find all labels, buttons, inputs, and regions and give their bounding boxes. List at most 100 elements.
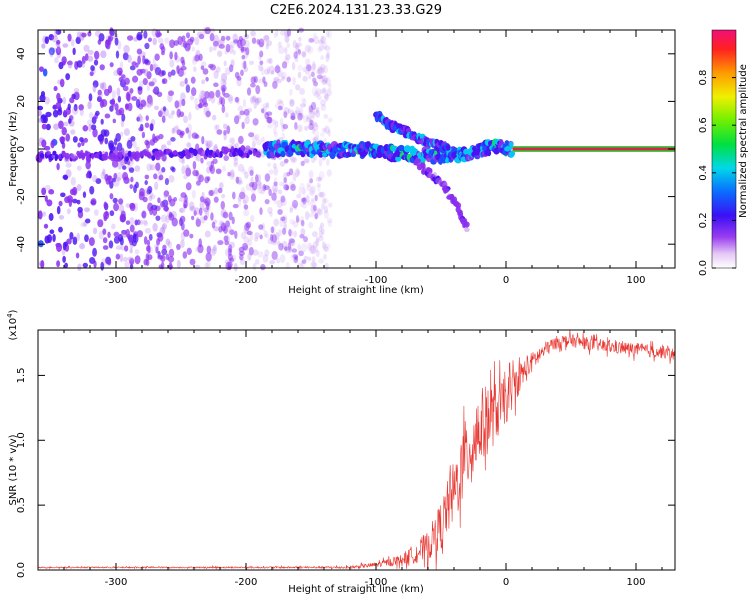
noise-cell — [200, 90, 207, 96]
noise-cell — [284, 53, 291, 61]
noise-cell — [310, 101, 317, 111]
noise-cell — [194, 36, 200, 46]
noise-cell — [81, 55, 86, 64]
noise-cell — [299, 103, 306, 108]
noise-cell — [67, 33, 72, 42]
noise-cell — [317, 176, 323, 182]
noise-cell — [154, 181, 159, 191]
snr-xtick-label: 100 — [626, 577, 645, 588]
noise-cell — [66, 195, 73, 203]
noise-cell — [252, 118, 259, 126]
noise-cell — [272, 188, 278, 195]
noise-cell — [300, 243, 308, 253]
noise-cell — [72, 236, 78, 245]
noise-cell — [289, 181, 295, 189]
noise-cell — [116, 67, 123, 76]
noise-cell — [140, 68, 146, 74]
noise-cell — [114, 37, 119, 46]
noise-cell — [204, 139, 209, 146]
noise-cell — [147, 244, 151, 254]
noise-cell — [181, 60, 186, 67]
noise-cell — [322, 41, 328, 50]
noise-cell — [269, 233, 274, 242]
noise-cell — [161, 70, 166, 76]
noise-cell — [92, 174, 98, 183]
noise-cell — [136, 48, 143, 55]
noise-cell — [68, 118, 72, 124]
noise-cell — [250, 82, 256, 88]
noise-cell — [278, 243, 284, 251]
noise-cell — [56, 163, 60, 171]
noise-cell — [299, 200, 304, 207]
noise-cell — [237, 163, 245, 172]
noise-cell — [280, 216, 286, 222]
noise-cell — [115, 109, 122, 116]
noise-cell — [283, 107, 290, 116]
noise-cell — [272, 80, 278, 90]
noise-cell — [274, 103, 280, 109]
noise-cell — [260, 189, 265, 195]
noise-cell — [119, 253, 124, 263]
noise-cell — [283, 172, 288, 181]
noise-cell — [305, 117, 311, 122]
noise-cell — [123, 128, 130, 136]
noise-cell — [314, 213, 319, 220]
noise-cell — [234, 96, 239, 103]
noise-cell — [235, 176, 240, 184]
noise-cell — [306, 184, 312, 192]
noise-cell — [271, 70, 275, 75]
noise-cell — [228, 211, 233, 221]
noise-cell — [279, 218, 284, 228]
noise-cell — [127, 54, 132, 63]
noise-cell — [271, 184, 279, 193]
noise-cell — [215, 89, 221, 98]
noise-cell — [320, 99, 327, 107]
noise-cell — [48, 47, 55, 56]
noise-cell — [291, 157, 298, 163]
noise-cell — [45, 111, 52, 118]
noise-cell — [267, 237, 273, 245]
noise-cell — [184, 77, 188, 85]
noise-cell — [233, 157, 239, 166]
noise-cell — [57, 44, 61, 53]
noise-cell — [242, 199, 247, 205]
noise-cell — [196, 180, 201, 186]
noise-cell — [290, 112, 296, 121]
snr-multiplier-label: (x104) — [6, 309, 19, 340]
noise-cell — [79, 243, 86, 250]
noise-cell — [299, 107, 304, 117]
noise-cell — [326, 217, 333, 224]
noise-cell — [285, 246, 292, 252]
noise-cell — [264, 249, 270, 257]
noise-cell — [116, 171, 123, 181]
noise-cell — [281, 227, 287, 235]
noise-cell — [321, 203, 325, 210]
noise-cell — [282, 123, 289, 130]
noise-cell — [75, 252, 80, 259]
noise-cell — [318, 235, 324, 242]
noise-cell — [208, 91, 214, 99]
noise-cell — [158, 174, 164, 181]
noise-cell — [323, 113, 329, 119]
noise-cell — [284, 158, 289, 164]
noise-cell — [240, 46, 247, 52]
noise-cell — [92, 227, 98, 235]
noise-cell — [76, 184, 82, 192]
noise-cell — [138, 80, 144, 90]
noise-cell — [183, 229, 190, 237]
noise-cell — [231, 216, 235, 225]
noise-cell — [310, 245, 317, 255]
noise-cell — [88, 93, 93, 102]
noise-cell — [279, 254, 286, 264]
noise-cell — [258, 41, 264, 48]
noise-cell — [204, 262, 209, 269]
noise-cell — [55, 46, 62, 56]
noise-cell — [236, 76, 242, 81]
noise-cell — [263, 185, 270, 191]
noise-cell — [309, 178, 314, 184]
noise-cell — [220, 72, 228, 82]
branch-upper-cell — [445, 144, 451, 151]
noise-cell — [145, 253, 150, 262]
noise-cell — [236, 176, 242, 185]
noise-cell — [256, 38, 261, 45]
